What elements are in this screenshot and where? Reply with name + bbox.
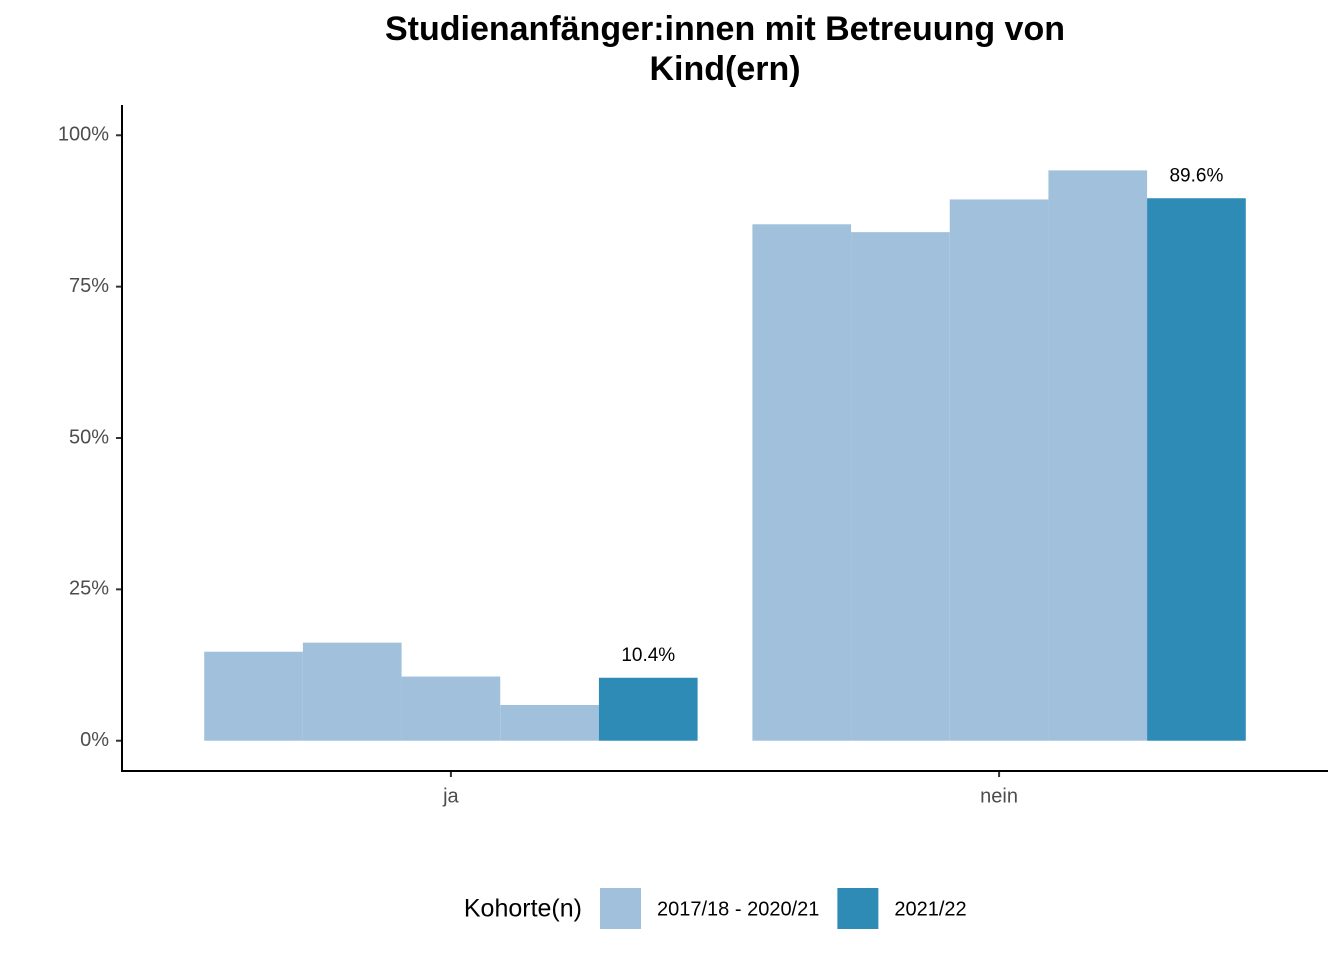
- data-label: 10.4%: [621, 645, 675, 666]
- bar: [851, 232, 950, 741]
- x-tick-label: nein: [980, 785, 1018, 807]
- bar: [1147, 198, 1246, 741]
- legend-label: 2017/18 - 2020/21: [657, 898, 819, 920]
- y-tick-label: 0%: [80, 729, 109, 751]
- legend-swatch: [600, 888, 641, 929]
- bar: [401, 676, 501, 741]
- bar: [500, 705, 599, 741]
- legend-label: 2021/22: [894, 898, 966, 920]
- bar: [598, 677, 698, 741]
- bar: [1048, 170, 1148, 741]
- y-tick-label: 25%: [69, 578, 109, 600]
- legend-title: Kohorte(n): [464, 895, 582, 923]
- chart-title: Studienanfänger:innen mit Betreuung von: [385, 10, 1065, 48]
- bar: [949, 199, 1049, 741]
- x-tick-label: ja: [442, 785, 459, 807]
- data-label: 89.6%: [1169, 165, 1223, 186]
- bar: [752, 224, 852, 741]
- chart-title: Kind(ern): [649, 50, 800, 88]
- legend-swatch: [837, 888, 879, 929]
- y-tick-label: 100%: [58, 124, 109, 146]
- y-tick-label: 75%: [69, 275, 109, 297]
- bar: [302, 642, 402, 741]
- bar: [204, 651, 303, 741]
- y-tick-label: 50%: [69, 426, 109, 448]
